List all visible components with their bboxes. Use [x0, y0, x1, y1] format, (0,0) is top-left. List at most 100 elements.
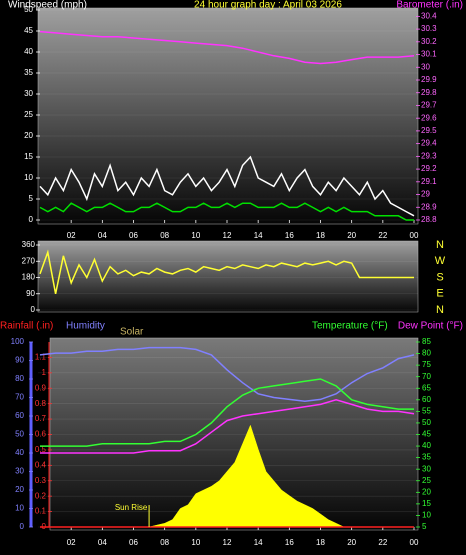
- y2-tick-label: 30.3: [421, 24, 437, 33]
- y2-tick-label: 10: [422, 511, 431, 520]
- y2-tick-label: 75: [422, 360, 431, 369]
- x-tick-label: 12: [223, 231, 232, 240]
- y2-tick-label: 5: [422, 522, 427, 531]
- y2-tick-label: 29.2: [421, 164, 437, 173]
- y-tick-label: 0: [31, 305, 36, 314]
- x-tick-label: 22: [378, 231, 387, 240]
- y2-tick-label: N: [436, 239, 444, 251]
- y-tick-label: 0.8: [35, 399, 47, 408]
- y2-tick-label: 50: [422, 418, 431, 427]
- temperature-label: Temperature (°F): [312, 321, 388, 332]
- y-tick-label: 20: [24, 131, 33, 140]
- y2-tick-label: 55: [422, 406, 431, 415]
- x-tick-label: 06: [129, 231, 138, 240]
- y-tick-label: 50: [24, 5, 33, 14]
- x-tick-label: 22: [378, 538, 387, 547]
- rain-label: Rainfall (.in): [0, 321, 53, 332]
- dewpoint-label: Dew Point (°F): [398, 321, 463, 332]
- x-tick-label: 18: [316, 231, 325, 240]
- y2-tick-label: N: [436, 304, 444, 316]
- y2-tick-label: 29.3: [421, 151, 437, 160]
- y-tick-label: 10: [24, 173, 33, 182]
- x-tick-label: 04: [98, 538, 107, 547]
- y-tick-label: 25: [24, 110, 33, 119]
- x-tick-label: 16: [285, 538, 294, 547]
- y-tick-label: 15: [24, 152, 33, 161]
- y2-tick-label: 29.8: [421, 88, 437, 97]
- y2-tick-label: 20: [422, 487, 431, 496]
- y-tick-label: 180: [22, 273, 36, 282]
- x-tick-label: 20: [347, 538, 356, 547]
- solar-label: Solar: [120, 327, 144, 338]
- y-tick-label: 35: [24, 68, 33, 77]
- series-line: [39, 30, 415, 65]
- y3-tick-label: 60: [15, 411, 24, 420]
- series-line: [39, 249, 414, 294]
- series-line: [39, 346, 415, 402]
- y2-tick-label: 29.5: [421, 126, 437, 135]
- y-tick-label: 0.3: [35, 476, 47, 485]
- y2-tick-label: 80: [422, 349, 431, 358]
- y3-tick-label: 80: [15, 374, 24, 383]
- y2-tick-label: 29.7: [421, 101, 437, 110]
- y2-tick-label: 29.4: [421, 139, 437, 148]
- y-tick-label: 45: [24, 26, 33, 35]
- y3-tick-label: 10: [15, 504, 24, 513]
- y3-tick-label: 20: [15, 485, 24, 494]
- x-tick-label: 06: [129, 538, 138, 547]
- y2-tick-label: 15: [422, 499, 431, 508]
- y-tick-label: 0.1: [35, 507, 47, 516]
- x-tick-label: 02: [67, 231, 76, 240]
- x-tick-label: 04: [98, 231, 107, 240]
- series-line: [40, 399, 415, 454]
- y2-tick-label: S: [436, 271, 443, 283]
- y-tick-label: 360: [22, 240, 36, 249]
- y-tick-label: 0.6: [35, 430, 47, 439]
- x-tick-label: 10: [191, 538, 200, 547]
- y2-axis-label: Barometer (.in): [396, 0, 463, 11]
- series-line: [40, 378, 414, 447]
- x-tick-label: 00: [410, 538, 419, 547]
- y-tick-label: 0.2: [35, 491, 47, 500]
- direction-panel: [37, 240, 419, 313]
- y-tick-label: 40: [24, 47, 33, 56]
- x-tick-label: 20: [347, 231, 356, 240]
- y-tick-label: 1: [42, 368, 47, 377]
- x-tick-label: 08: [160, 538, 169, 547]
- y-tick-label: 90: [26, 289, 35, 298]
- y2-tick-label: 85: [422, 337, 431, 346]
- annotation: Sun Rise: [115, 503, 148, 512]
- y2-tick-label: 29.9: [421, 75, 437, 84]
- y2-tick-label: 65: [422, 383, 431, 392]
- y2-tick-label: 30.2: [421, 37, 437, 46]
- y3-tick-label: 100: [11, 337, 25, 346]
- y2-tick-label: 29: [421, 190, 430, 199]
- y2-tick-label: 60: [422, 395, 431, 404]
- y2-tick-label: 40: [422, 441, 431, 450]
- y-tick-label: 30: [24, 89, 33, 98]
- y3-tick-label: 40: [15, 448, 24, 457]
- y-axis-label: Windspeed (mph): [8, 0, 87, 11]
- y2-tick-label: 29.1: [421, 177, 437, 186]
- x-tick-label: 14: [254, 231, 263, 240]
- y-tick-label: 0.9: [35, 383, 47, 392]
- x-tick-label: 02: [67, 538, 76, 547]
- y2-tick-label: E: [436, 288, 443, 300]
- y2-tick-label: 28.9: [421, 202, 437, 211]
- y2-tick-label: 35: [422, 453, 431, 462]
- x-tick-label: 12: [223, 538, 232, 547]
- wind-panel: [37, 7, 419, 225]
- y2-tick-label: 30: [422, 464, 431, 473]
- y-tick-label: 0.7: [35, 414, 47, 423]
- y3-tick-label: 0: [20, 522, 25, 531]
- y2-tick-label: W: [435, 255, 446, 267]
- x-tick-label: 08: [160, 231, 169, 240]
- chart-title: 24 hour graph day : April 03 2026: [194, 0, 342, 11]
- x-tick-label: 10: [191, 231, 200, 240]
- y-tick-label: 0.4: [35, 460, 47, 469]
- series-line: [39, 202, 414, 221]
- y-tick-label: 5: [29, 194, 34, 203]
- y2-tick-label: 28.8: [421, 215, 437, 224]
